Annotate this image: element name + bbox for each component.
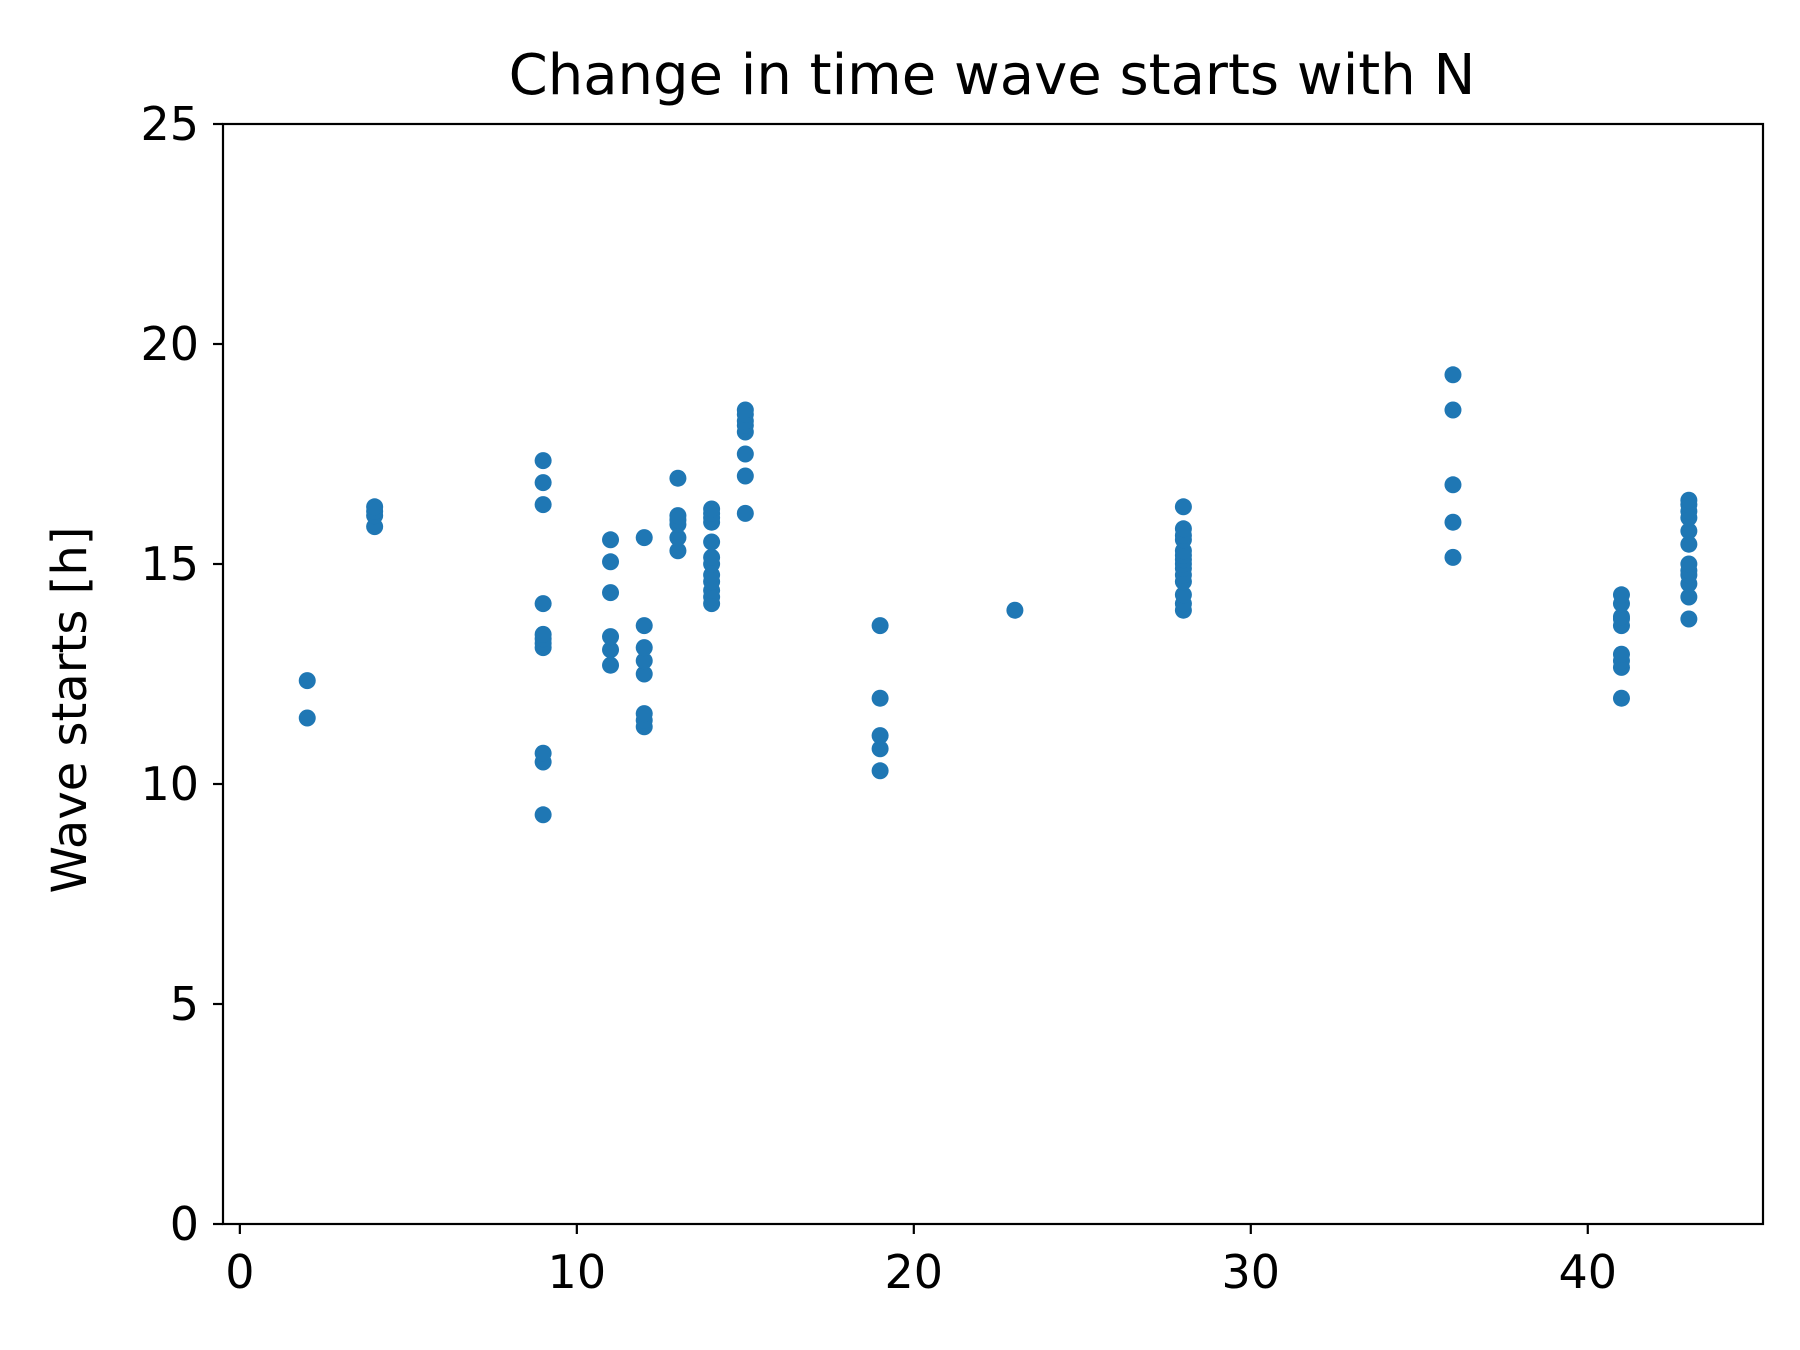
data-point bbox=[635, 617, 653, 635]
data-point bbox=[534, 625, 552, 643]
data-point bbox=[703, 533, 721, 551]
y-axis-label: Wave starts [h] bbox=[42, 527, 98, 894]
data-point bbox=[1612, 586, 1630, 604]
data-point bbox=[1680, 491, 1698, 509]
x-tick-label: 0 bbox=[225, 1245, 254, 1299]
data-point bbox=[1174, 520, 1192, 538]
data-point bbox=[1444, 513, 1462, 531]
data-point bbox=[298, 709, 316, 727]
data-point bbox=[736, 467, 754, 485]
x-tick-label: 10 bbox=[548, 1245, 607, 1299]
data-point bbox=[1680, 522, 1698, 540]
data-point bbox=[602, 584, 620, 602]
data-point bbox=[602, 553, 620, 571]
data-point bbox=[736, 401, 754, 419]
data-point bbox=[871, 727, 889, 745]
data-point bbox=[669, 507, 687, 525]
data-point bbox=[534, 806, 552, 824]
data-point bbox=[534, 496, 552, 514]
data-point bbox=[703, 500, 721, 518]
y-tick-label: 0 bbox=[170, 1197, 199, 1251]
data-point bbox=[871, 740, 889, 758]
data-point bbox=[602, 628, 620, 646]
data-point bbox=[635, 529, 653, 547]
data-point bbox=[1680, 588, 1698, 606]
data-point bbox=[669, 469, 687, 487]
data-point bbox=[736, 445, 754, 463]
data-point bbox=[635, 652, 653, 670]
y-tick-label: 5 bbox=[170, 977, 199, 1031]
data-point bbox=[635, 705, 653, 723]
y-tick-label: 15 bbox=[140, 537, 199, 591]
data-point bbox=[534, 595, 552, 613]
data-point bbox=[366, 498, 384, 516]
chart-title: Change in time wave starts with N bbox=[509, 43, 1476, 108]
data-point bbox=[1444, 401, 1462, 419]
data-point bbox=[871, 617, 889, 635]
data-point bbox=[669, 529, 687, 547]
x-tick-label: 40 bbox=[1558, 1245, 1617, 1299]
data-point bbox=[1174, 498, 1192, 516]
data-point bbox=[1680, 610, 1698, 628]
data-point bbox=[1006, 601, 1024, 619]
data-point bbox=[1612, 645, 1630, 663]
data-point bbox=[1444, 476, 1462, 494]
x-axis-ticks: 0 10 20 30 40 bbox=[225, 1224, 1617, 1299]
data-point bbox=[298, 672, 316, 690]
data-point bbox=[602, 641, 620, 659]
data-point bbox=[1174, 586, 1192, 604]
data-point bbox=[1444, 548, 1462, 566]
y-axis-ticks: 0 5 10 15 20 25 bbox=[140, 97, 223, 1251]
data-point bbox=[635, 639, 653, 657]
data-point bbox=[1612, 608, 1630, 626]
y-tick-label: 20 bbox=[140, 317, 199, 371]
plot-area-frame bbox=[221, 122, 1765, 1226]
y-tick-label: 10 bbox=[140, 757, 199, 811]
data-points bbox=[298, 366, 1698, 824]
data-point bbox=[534, 452, 552, 470]
data-point bbox=[871, 689, 889, 707]
data-point bbox=[602, 656, 620, 674]
data-point bbox=[669, 542, 687, 560]
data-point bbox=[1680, 535, 1698, 553]
data-point bbox=[1680, 555, 1698, 573]
data-point bbox=[1444, 366, 1462, 384]
x-tick-label: 20 bbox=[885, 1245, 944, 1299]
data-point bbox=[1612, 689, 1630, 707]
data-point bbox=[602, 531, 620, 549]
data-point bbox=[703, 548, 721, 566]
data-point bbox=[635, 665, 653, 683]
data-point bbox=[534, 744, 552, 762]
data-point bbox=[736, 504, 754, 522]
x-tick-label: 30 bbox=[1222, 1245, 1281, 1299]
data-point bbox=[871, 762, 889, 780]
data-point bbox=[534, 474, 552, 492]
y-tick-label: 25 bbox=[140, 97, 199, 151]
